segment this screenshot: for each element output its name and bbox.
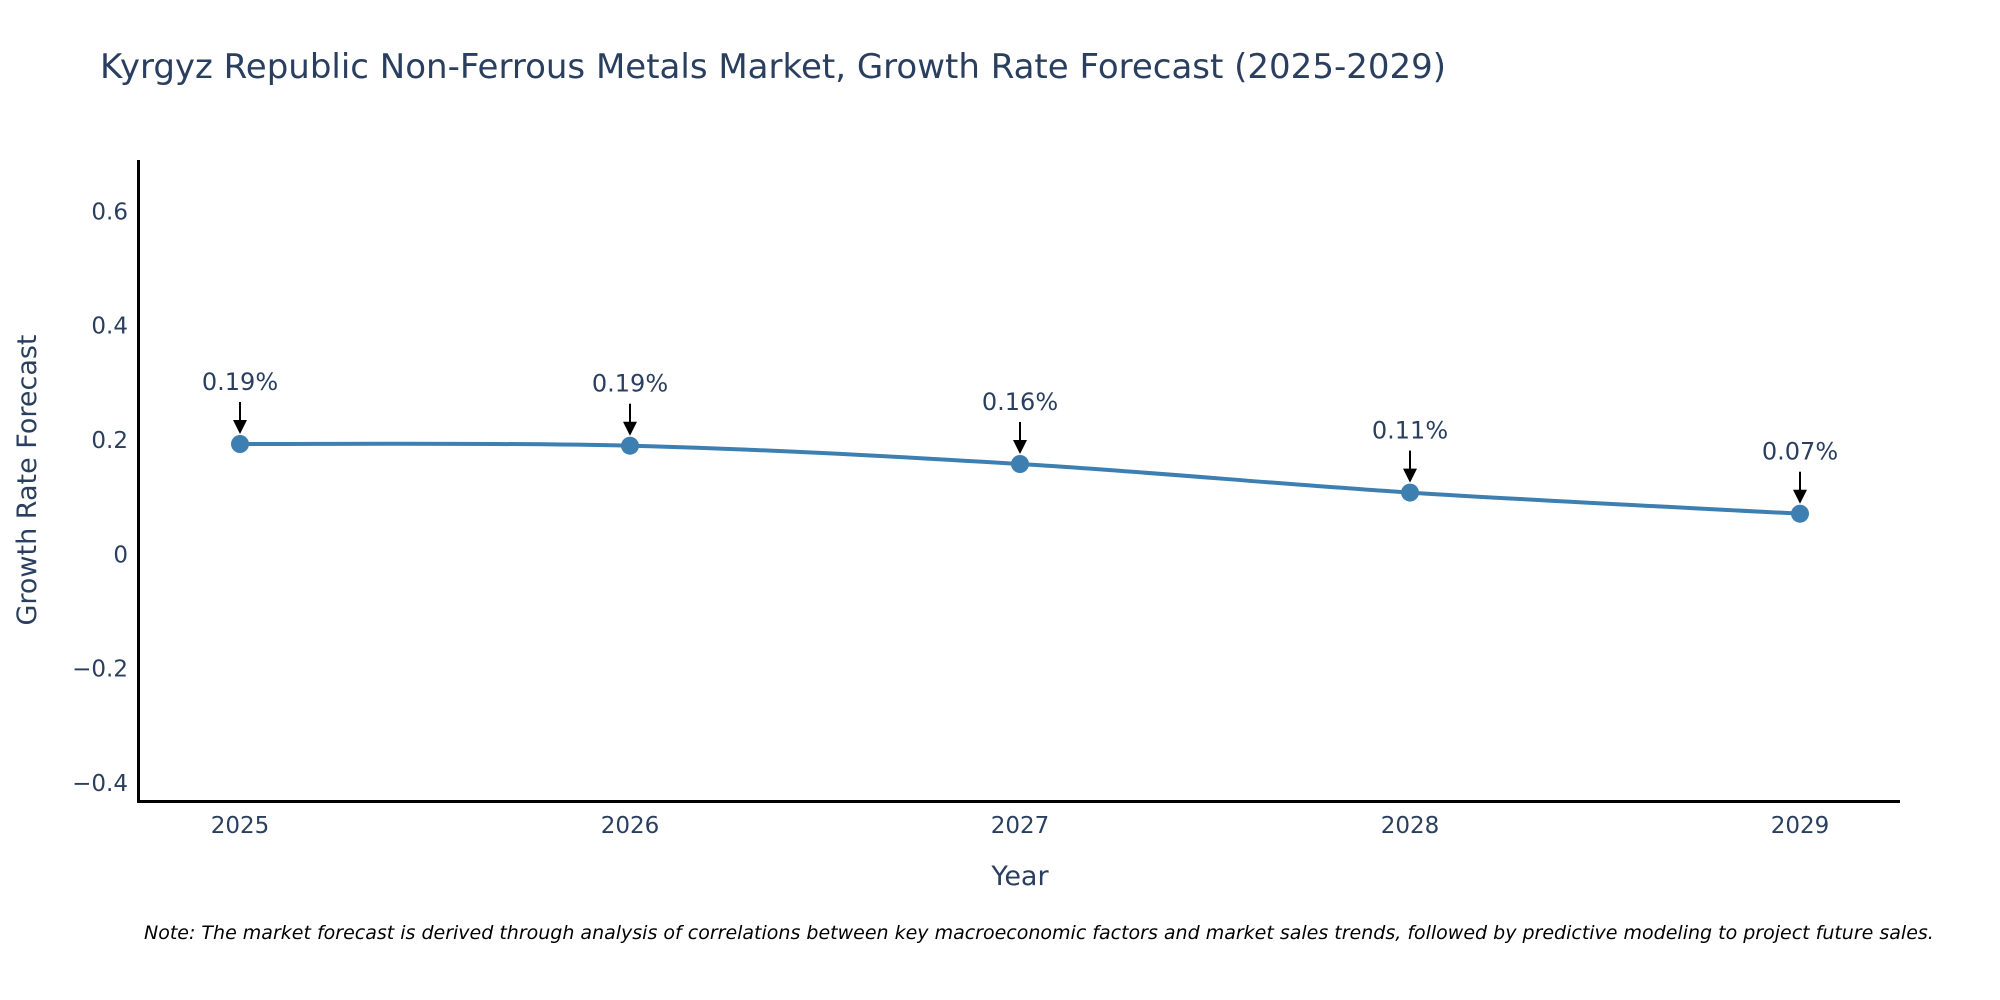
data-point	[1401, 483, 1419, 502]
data-label: 0.19%	[202, 368, 278, 396]
annotation-arrow-head	[1013, 440, 1027, 454]
x-tick-label: 2029	[1771, 813, 1830, 839]
data-label: 0.07%	[1762, 438, 1838, 466]
data-label: 0.11%	[1372, 417, 1448, 445]
data-annotations: 0.19% 0.19% 0.16% 0.11% 0.07%	[202, 368, 1838, 504]
data-label: 0.16%	[982, 388, 1058, 416]
x-tick-label: 2026	[601, 813, 660, 839]
y-tick-label: 0.6	[91, 199, 128, 225]
chart-title: Kyrgyz Republic Non-Ferrous Metals Marke…	[100, 47, 1446, 87]
y-tick-label: 0.2	[91, 428, 128, 454]
footnote: Note: The market forecast is derived thr…	[144, 922, 1934, 944]
y-tick-label: 0.4	[91, 314, 128, 340]
x-tick-label: 2025	[211, 813, 270, 839]
y-tick-labels: −0.4 −0.2 0 0.2 0.4 0.6	[72, 199, 128, 796]
data-label: 0.19%	[592, 370, 668, 398]
x-tick-label: 2028	[1381, 813, 1440, 839]
annotation-arrow-head	[233, 420, 247, 434]
y-tick-label: 0	[113, 542, 128, 568]
y-tick-label: −0.4	[72, 771, 128, 797]
data-point	[621, 436, 639, 455]
data-markers	[231, 435, 1809, 523]
y-axis-title: Growth Rate Forecast	[12, 334, 43, 625]
x-tick-label: 2027	[991, 813, 1050, 839]
annotation-arrow-head	[1793, 489, 1807, 504]
x-axis-title: Year	[990, 861, 1049, 892]
y-tick-label: −0.2	[72, 657, 128, 683]
annotation-arrow-head	[623, 421, 637, 436]
data-point	[1011, 455, 1029, 473]
data-point	[231, 435, 249, 453]
x-tick-labels: 2025 2026 2027 2028 2029	[211, 813, 1830, 839]
annotation-arrow-head	[1403, 468, 1417, 483]
data-point	[1791, 504, 1809, 523]
